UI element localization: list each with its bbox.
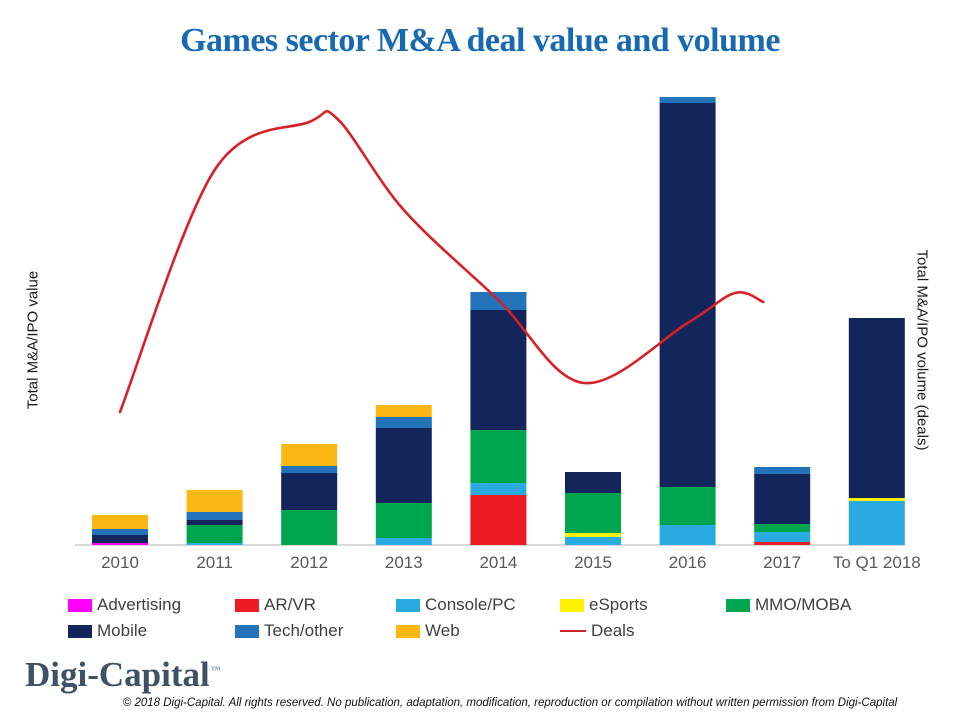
legend-color-swatch [396, 624, 420, 638]
legend-item-esports: eSports [560, 594, 648, 616]
bar-segment-mobile-2013 [375, 428, 432, 503]
legend-label: Console/PC [425, 595, 516, 614]
bar-segment-console-pc-2011 [186, 543, 243, 545]
bar-segment-mmo-moba-2011 [186, 525, 243, 543]
bar-segment-console-pc-2015 [565, 537, 621, 545]
legend-item-web: Web [396, 620, 460, 642]
bar-segment-tech-other-2010 [92, 529, 148, 535]
legend-row-2: Mobile Tech/other Web Deals [0, 620, 960, 642]
bar-segment-mobile-2010 [92, 535, 148, 543]
legend-label: Web [425, 621, 460, 640]
bar-segment-mobile-2016 [659, 103, 716, 487]
bar-segment-advertising-2010 [92, 543, 148, 545]
bar-segment-mobile-2015 [565, 472, 621, 493]
bar-segment-mmo-moba-2016 [659, 487, 716, 525]
bar-segment-console-pc-to-q1-2018 [848, 501, 905, 545]
legend-item-console-pc: Console/PC [396, 594, 516, 616]
legend-item-tech-other: Tech/other [235, 620, 343, 642]
legend-item-mobile: Mobile [68, 620, 147, 642]
bar-segment-ar-vr-2017 [754, 542, 811, 545]
bar-segment-web-2013 [375, 405, 432, 417]
legend-label: MMO/MOBA [755, 595, 852, 614]
bar-segment-console-pc-2017 [754, 532, 811, 542]
legend-label: Deals [591, 621, 635, 640]
bar-segment-esports-2015 [565, 533, 621, 537]
legend-color-swatch [560, 598, 584, 612]
trademark-symbol: ™ [210, 665, 221, 677]
bar-segment-tech-other-2017 [754, 467, 811, 474]
legend-color-swatch [726, 598, 750, 612]
bar-segment-mmo-moba-2012 [281, 510, 338, 545]
bar-segment-web-2010 [92, 515, 148, 529]
bar-segment-esports-to-q1-2018 [848, 498, 905, 501]
legend-label: Mobile [97, 621, 148, 640]
bar-segment-mobile-2011 [186, 520, 243, 525]
legend-color-swatch [68, 598, 92, 612]
logo-text: Digi-Capital [25, 655, 210, 694]
chart-title: Games sector M&A deal value and volume [180, 22, 780, 59]
bar-segment-mobile-2017 [754, 474, 811, 524]
legend-label: Advertising [97, 595, 182, 614]
bar-segment-mmo-moba-2014 [470, 430, 527, 483]
bar-segment-mobile-2014 [470, 310, 527, 430]
bar-segment-ar-vr-2014 [470, 495, 527, 545]
bar-segment-tech-other-2016 [659, 97, 716, 103]
legend-color-swatch [68, 624, 92, 638]
bar-segment-tech-other-2012 [281, 466, 338, 473]
bar-segment-mmo-moba-2013 [375, 503, 432, 538]
legend-line-swatch [560, 630, 586, 632]
legend-row-1: Advertising AR/VR Console/PC eSports MMO/MOB… [0, 594, 960, 616]
bar-segment-console-pc-2013 [375, 538, 432, 545]
bar-segment-web-2011 [186, 490, 243, 512]
legend-label: AR/VR [264, 595, 316, 614]
bar-segment-console-pc-2014 [470, 483, 527, 495]
digi-capital-logo: Digi-Capital™ [25, 655, 221, 695]
bar-segment-mmo-moba-2017 [754, 524, 811, 532]
legend-label: eSports [589, 595, 648, 614]
bar-segment-web-2012 [281, 444, 338, 466]
legend-item-mmo-moba: MMO/MOBA [726, 594, 851, 616]
legend-label: Tech/other [264, 621, 344, 640]
legend-item-advertising: Advertising [68, 594, 181, 616]
chart-legend: Advertising AR/VR Console/PC eSports MMO/MOB… [0, 594, 960, 650]
legend-color-swatch [235, 598, 259, 612]
bar-segment-mobile-to-q1-2018 [848, 318, 905, 498]
legend-color-swatch [235, 624, 259, 638]
bar-segment-tech-other-2013 [375, 417, 432, 428]
deals-line [118, 110, 765, 414]
legend-item-ar-vr: AR/VR [235, 594, 316, 616]
legend-color-swatch [396, 598, 420, 612]
plot-area [75, 97, 905, 546]
copyright-notice: © 2018 Digi-Capital. All rights reserved… [122, 697, 898, 709]
bar-segment-tech-other-2011 [186, 512, 243, 520]
bar-segment-mobile-2012 [281, 473, 338, 510]
bar-segment-mmo-moba-2015 [565, 493, 621, 533]
legend-item-deals: Deals [560, 620, 634, 642]
bar-segment-console-pc-2016 [659, 525, 716, 545]
